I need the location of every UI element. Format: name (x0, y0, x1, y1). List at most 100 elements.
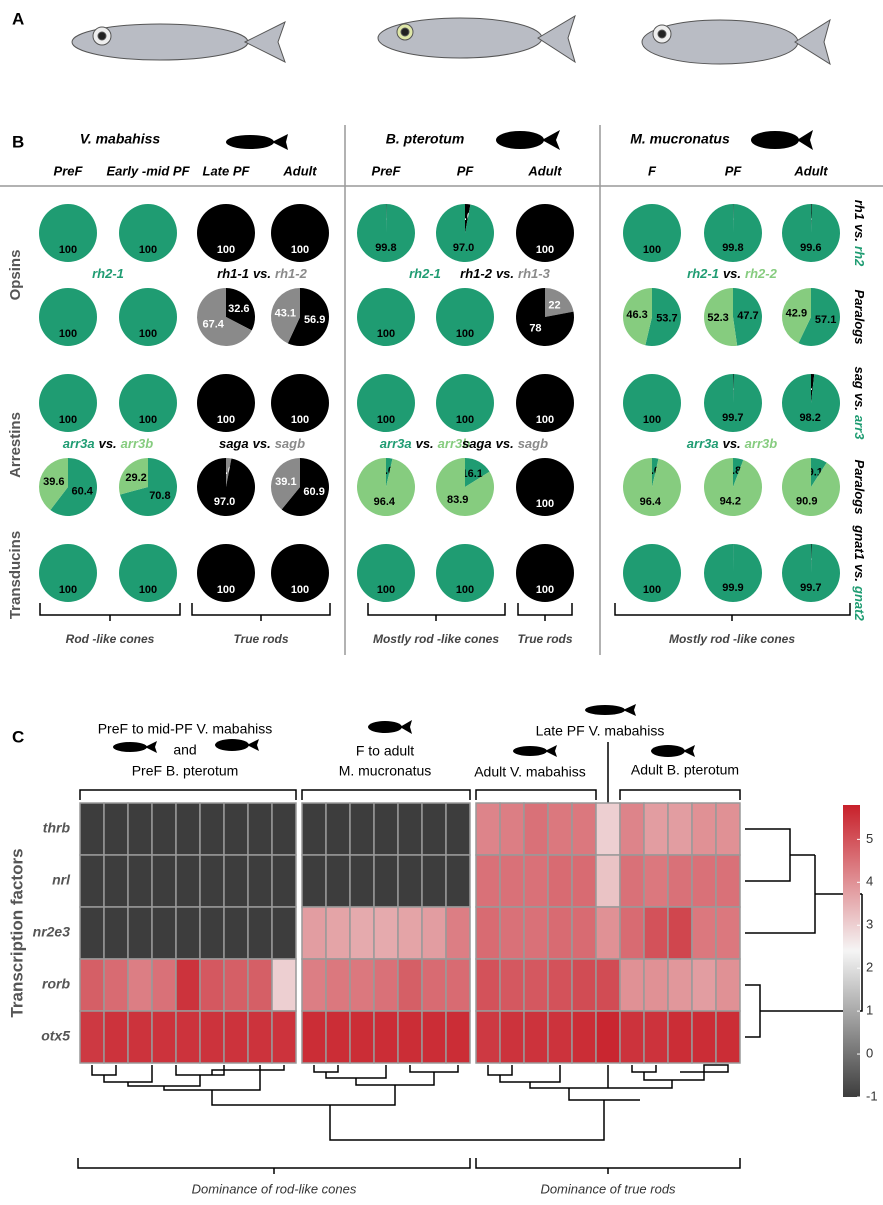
heatmap-cell (548, 803, 572, 855)
annotation: Adult B. pterotum (631, 762, 739, 778)
heatmap-cell (596, 1011, 620, 1063)
pie: 32.667.4 (197, 288, 255, 346)
data-label: 100 (139, 584, 157, 596)
label-part: gnat2 (852, 585, 867, 621)
row-group-label: Transducins (7, 531, 24, 619)
pie: 3.097.0 (436, 204, 494, 262)
data-label: 60.4 (71, 486, 93, 498)
heatmap-cell (350, 855, 374, 907)
heatmap-cell (446, 1011, 470, 1063)
heatmap-cell (350, 803, 374, 855)
heatmap-cell (128, 907, 152, 959)
data-label: 100 (217, 244, 235, 256)
pie: 100 (39, 288, 97, 346)
heatmap-cell (668, 959, 692, 1011)
data-label: 100 (217, 414, 235, 426)
heatmap-cell (374, 907, 398, 959)
label-part: sag (852, 366, 867, 388)
heatmap-cell (548, 959, 572, 1011)
pie: 0.399.7 (704, 374, 762, 432)
label-part: vs. (99, 436, 117, 451)
heatmap-cell (692, 907, 716, 959)
pie: 100 (119, 374, 177, 432)
label-part: arr3a (63, 436, 95, 451)
data-label: 100 (291, 244, 309, 256)
heatmap-cell (272, 907, 296, 959)
annotation: F to adult (356, 743, 414, 759)
row-label: thrb (43, 820, 71, 836)
stage-label: F (648, 163, 657, 178)
data-label: 100 (536, 584, 554, 596)
pie: 100 (436, 288, 494, 346)
stage-label: Early -mid PF (106, 163, 190, 178)
pie: 57.142.9 (782, 288, 840, 346)
data-label: 70.8 (149, 490, 170, 502)
data-label: 100 (59, 244, 77, 256)
heatmap-cell (476, 1011, 500, 1063)
data-label: 100 (456, 328, 474, 340)
annotation: Late PF V. mabahiss (536, 723, 665, 739)
label-part: arr3a (687, 436, 719, 451)
data-label: 22 (548, 299, 560, 311)
heatmap-cell (326, 959, 350, 1011)
stage-label: PreF (54, 163, 84, 178)
heatmap-cell (176, 959, 200, 1011)
heatmap-cell (716, 803, 740, 855)
heatmap-cell (422, 1011, 446, 1063)
data-label: 99.8 (722, 242, 743, 254)
label-part: Paralogs (852, 290, 867, 345)
heatmap-cell (572, 907, 596, 959)
row-label: nrl (52, 872, 71, 888)
bottom-label: Dominance of true rods (540, 1181, 676, 1196)
label-part: vs. (253, 436, 271, 451)
heatmap-cell (248, 907, 272, 959)
data-label: 100 (536, 414, 554, 426)
label-part: saga (219, 436, 249, 451)
row-label: nr2e3 (33, 924, 71, 940)
heatmap-cell (620, 1011, 644, 1063)
heatmap-cell (272, 803, 296, 855)
label: sagvs.arr3 (852, 366, 867, 440)
label-part: vs. (496, 436, 514, 451)
annotation: Adult V. mabahiss (474, 764, 586, 780)
heatmap-cell (596, 803, 620, 855)
label-part: rh1-2 (460, 266, 493, 281)
pie: 0.499.6 (782, 204, 840, 262)
heatmap-cell (596, 855, 620, 907)
bracket-label: True rods (517, 632, 572, 646)
data-label: 96.4 (640, 496, 662, 508)
label-part: rh2-2 (745, 266, 778, 281)
heatmap-cell (620, 803, 644, 855)
heatmap-cell (80, 907, 104, 959)
label-part: sagb (518, 436, 548, 451)
heatmap-cell (104, 1011, 128, 1063)
row-group-label: Opsins (7, 250, 24, 301)
data-label: 94.2 (720, 496, 741, 508)
heatmap-cell (644, 907, 668, 959)
data-label: 29.2 (125, 472, 146, 484)
data-label: 53.7 (656, 313, 677, 325)
heatmap-cell (620, 907, 644, 959)
heatmap-cell (476, 907, 500, 959)
heatmap-cell (302, 855, 326, 907)
heatmap-cell (692, 855, 716, 907)
heatmap-cell (548, 907, 572, 959)
heatmap-cell (446, 907, 470, 959)
heatmap-cell (398, 1011, 422, 1063)
pie: 100 (357, 544, 415, 602)
heatmap-cell (374, 803, 398, 855)
heatmap-cell (152, 907, 176, 959)
heatmap-cell (224, 959, 248, 1011)
data-label: 83.9 (447, 494, 468, 506)
heatmap-cell (200, 1011, 224, 1063)
colorbar-tick-label: -1 (866, 1088, 878, 1103)
data-label: 100 (217, 584, 235, 596)
data-label: 90.9 (796, 495, 817, 507)
heatmap-cell (398, 907, 422, 959)
pie: 53.746.3 (623, 288, 681, 346)
data-label: 100 (377, 328, 395, 340)
data-label: 32.6 (228, 303, 249, 315)
